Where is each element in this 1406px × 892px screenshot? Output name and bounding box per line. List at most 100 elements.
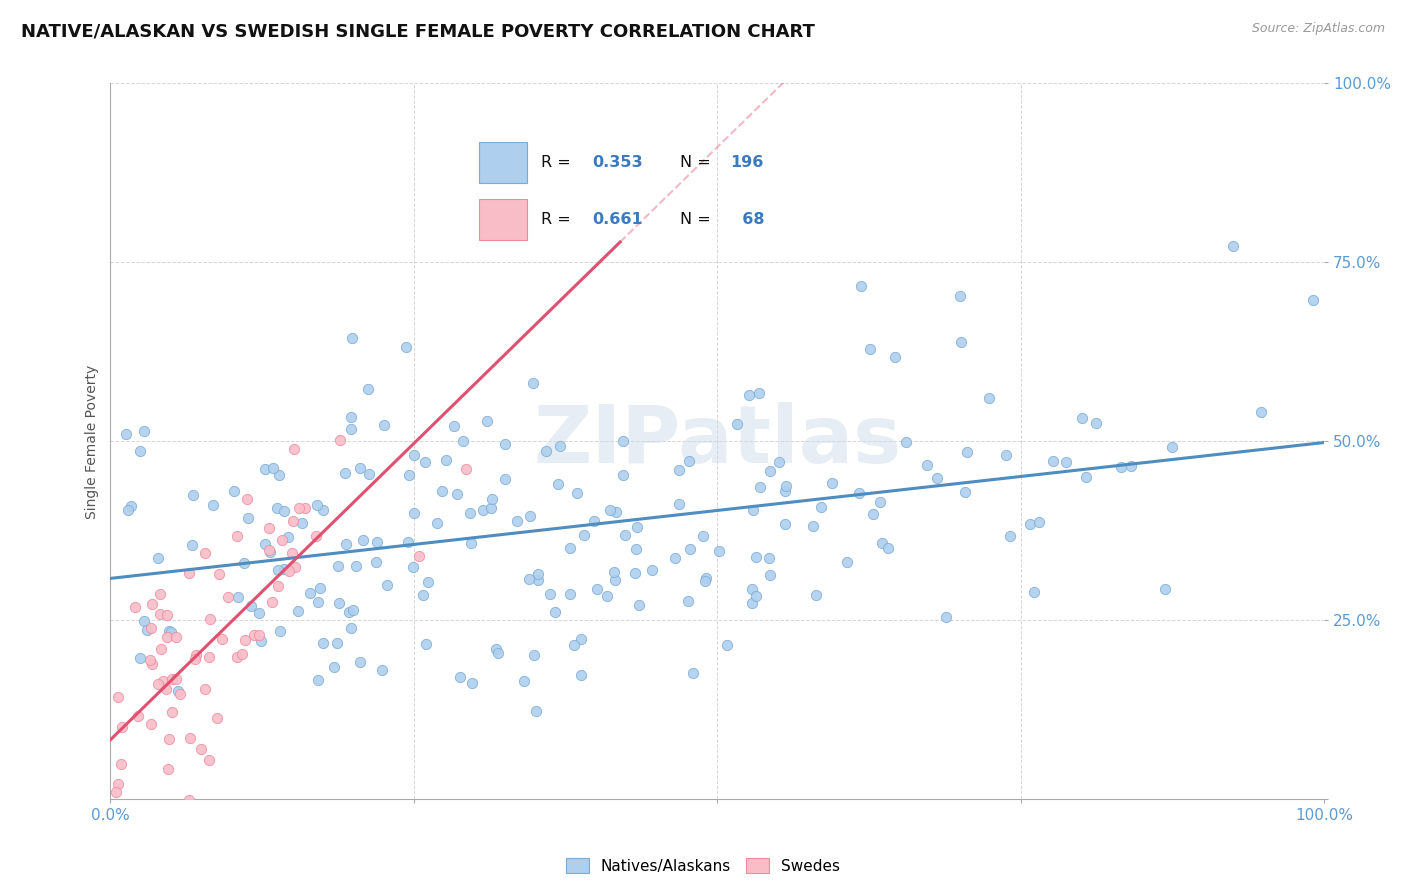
Point xyxy=(748,385,770,400)
Point xyxy=(1019,516,1042,531)
Point xyxy=(412,588,434,602)
Point xyxy=(848,486,870,500)
Point xyxy=(979,391,1001,405)
Point xyxy=(494,437,516,451)
Point xyxy=(859,342,882,356)
Point xyxy=(198,612,221,626)
Point xyxy=(323,660,346,674)
Point xyxy=(759,464,782,478)
Point xyxy=(312,636,335,650)
Point xyxy=(605,573,627,587)
Point xyxy=(141,657,163,672)
Point xyxy=(201,498,224,512)
Point xyxy=(641,563,664,577)
Point xyxy=(117,503,139,517)
Point xyxy=(562,638,585,652)
Point xyxy=(160,672,183,686)
Point xyxy=(149,642,172,657)
Point xyxy=(352,533,374,547)
Point xyxy=(129,650,152,665)
Point xyxy=(139,653,162,667)
Point xyxy=(120,499,142,513)
Point xyxy=(745,589,768,603)
Point xyxy=(583,514,606,528)
Point xyxy=(1154,582,1177,596)
Point xyxy=(266,500,288,515)
Point xyxy=(956,444,979,458)
Point xyxy=(349,655,371,669)
Point xyxy=(291,516,314,530)
Point xyxy=(748,480,770,494)
Point xyxy=(307,673,329,687)
Point xyxy=(141,598,163,612)
Point xyxy=(523,648,546,662)
Point xyxy=(294,501,316,516)
Point xyxy=(312,503,335,517)
Point xyxy=(257,520,280,534)
Point xyxy=(538,587,561,601)
Point xyxy=(995,448,1018,462)
Point xyxy=(479,501,502,516)
Point xyxy=(159,624,181,638)
Point xyxy=(157,762,180,776)
Point xyxy=(198,753,221,767)
Point xyxy=(876,541,898,555)
Point xyxy=(524,704,547,718)
Point xyxy=(157,731,180,746)
Point xyxy=(344,559,367,574)
Point xyxy=(585,582,607,596)
Point xyxy=(194,681,217,696)
Point xyxy=(193,546,215,560)
Point xyxy=(146,677,169,691)
Point xyxy=(326,636,349,650)
Point xyxy=(135,623,157,637)
Point xyxy=(284,559,307,574)
Point xyxy=(775,478,797,492)
Point xyxy=(375,578,398,592)
Point xyxy=(233,633,256,648)
Point xyxy=(222,483,245,498)
Point xyxy=(443,418,465,433)
Point xyxy=(458,506,481,520)
Point xyxy=(139,717,162,731)
Point xyxy=(181,488,204,502)
Point xyxy=(513,673,536,688)
Point xyxy=(217,591,239,605)
Point xyxy=(160,624,183,639)
Point xyxy=(695,574,717,588)
Point xyxy=(226,591,249,605)
Point xyxy=(949,289,972,303)
Point xyxy=(155,681,177,696)
Text: Source: ZipAtlas.com: Source: ZipAtlas.com xyxy=(1251,22,1385,36)
Point xyxy=(682,665,704,680)
Point xyxy=(253,462,276,476)
Point xyxy=(342,603,364,617)
Point xyxy=(110,756,132,771)
Point xyxy=(366,534,388,549)
Point xyxy=(454,461,477,475)
Point xyxy=(1042,454,1064,468)
Point xyxy=(1054,455,1077,469)
Point xyxy=(484,641,506,656)
Point xyxy=(398,467,420,482)
Point xyxy=(626,520,648,534)
Point xyxy=(179,566,201,580)
Point xyxy=(612,434,634,449)
Point xyxy=(371,663,394,677)
Point xyxy=(692,529,714,543)
Point xyxy=(1222,238,1244,252)
Point xyxy=(273,504,295,518)
Point xyxy=(329,434,352,448)
Point xyxy=(283,442,305,456)
Point xyxy=(569,667,592,681)
Point xyxy=(269,624,291,638)
Point xyxy=(801,519,824,533)
Text: NATIVE/ALASKAN VS SWEDISH SINGLE FEMALE POVERTY CORRELATION CHART: NATIVE/ALASKAN VS SWEDISH SINGLE FEMALE … xyxy=(21,22,815,40)
Point xyxy=(1028,516,1050,530)
Point xyxy=(745,549,768,564)
Point xyxy=(254,537,277,551)
Point xyxy=(114,427,136,442)
Point xyxy=(262,461,284,475)
Point xyxy=(149,586,172,600)
Point xyxy=(738,388,761,402)
